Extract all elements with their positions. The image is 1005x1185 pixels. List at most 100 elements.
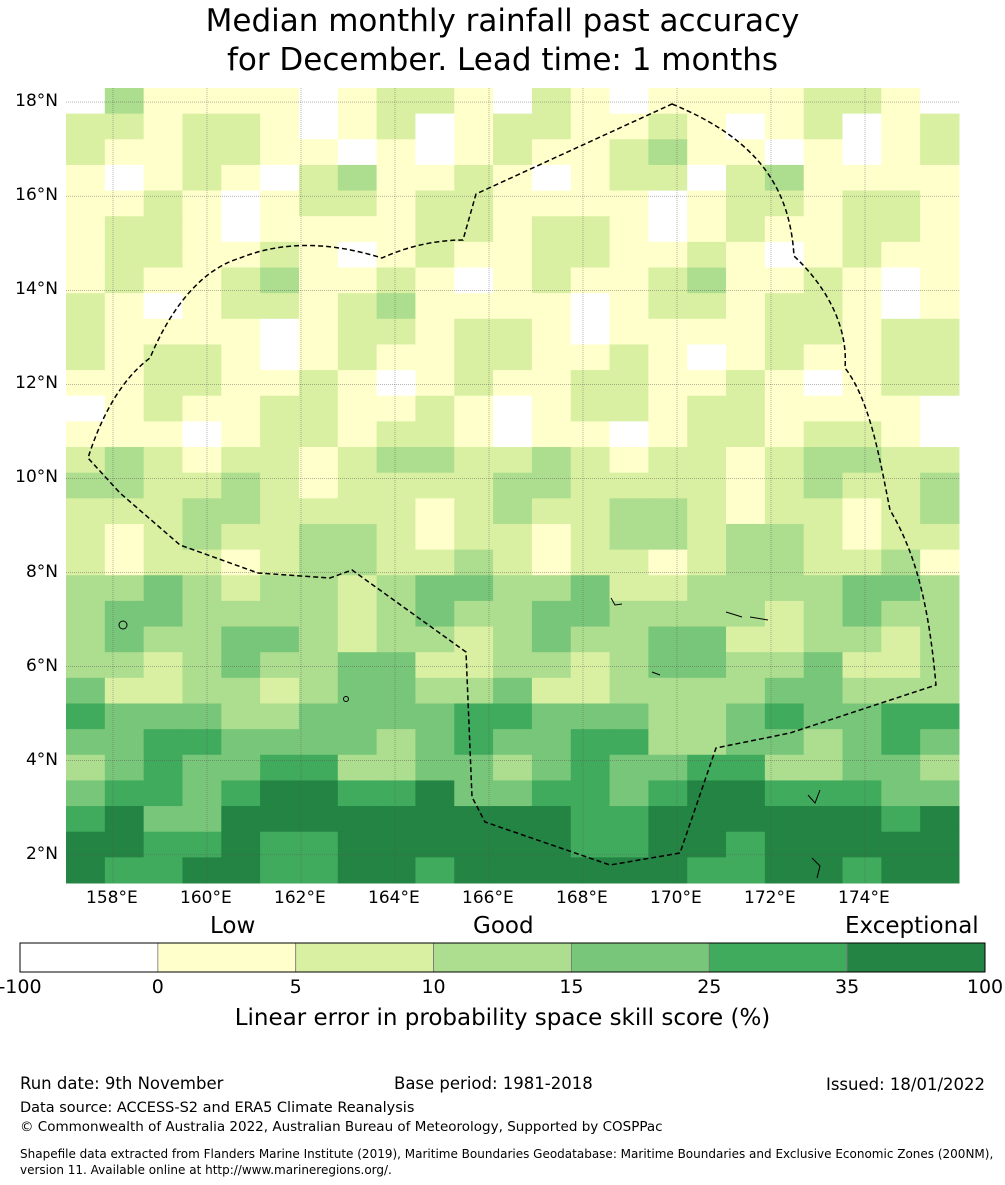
lat-label: 18°N <box>15 91 58 112</box>
skill-cell <box>648 626 688 653</box>
skill-cell <box>260 575 300 602</box>
skill-cell <box>570 370 611 397</box>
skill-cell <box>609 575 649 602</box>
skill-cell <box>570 190 611 217</box>
skill-cell <box>376 831 416 858</box>
skill-cell <box>726 523 766 551</box>
skill-cell <box>493 344 533 371</box>
skill-cell <box>337 113 378 140</box>
skill-cell <box>803 575 844 602</box>
skill-cell <box>726 575 766 602</box>
skill-cell <box>531 421 572 448</box>
lon-label: 162°E <box>274 888 326 908</box>
colorbar-title: Linear error in probability space skill … <box>234 1005 771 1031</box>
skill-cell <box>337 523 378 551</box>
skill-cell <box>920 831 960 858</box>
skill-cell <box>104 626 145 653</box>
skill-cell <box>803 447 844 474</box>
skill-cell <box>493 395 533 422</box>
skill-cell <box>376 344 416 371</box>
skill-cell <box>143 88 183 115</box>
skill-cell <box>920 447 960 474</box>
skill-cell <box>143 831 183 858</box>
skill-cell <box>648 88 688 115</box>
islands <box>118 597 821 879</box>
lon-label: 158°E <box>86 888 138 908</box>
skill-cell <box>609 780 649 807</box>
skill-cell <box>609 549 649 576</box>
skill-cell <box>182 831 222 858</box>
skill-cell <box>376 677 416 704</box>
skill-cell <box>415 523 455 551</box>
skill-cell <box>842 472 882 499</box>
skill-cell <box>493 575 533 602</box>
skill-cell <box>415 344 455 371</box>
skill-cell <box>687 421 727 448</box>
skill-cell <box>415 626 455 653</box>
skill-cell <box>920 549 960 576</box>
skill-cell <box>298 113 339 140</box>
skill-cell <box>104 652 145 679</box>
skill-cell <box>66 498 106 525</box>
skill-cell <box>803 857 844 884</box>
lat-label: 14°N <box>15 279 58 300</box>
colorbar-segment <box>157 942 297 973</box>
skill-cell <box>182 472 222 499</box>
skill-cell <box>920 754 960 781</box>
skill-cell <box>803 806 844 833</box>
skill-cell <box>104 729 145 756</box>
skill-cell <box>570 318 611 345</box>
colorbar-segment <box>433 942 572 973</box>
skill-cell <box>415 703 455 730</box>
skill-cell <box>609 472 649 499</box>
title-line-2: for December. Lead time: 1 months <box>226 42 779 78</box>
skill-cell <box>726 241 766 269</box>
skill-cell <box>648 395 688 422</box>
skill-cell <box>298 216 339 243</box>
skill-cell <box>66 318 106 345</box>
skill-cell <box>143 267 183 294</box>
skill-cell <box>221 729 261 756</box>
skill-cell <box>454 344 494 371</box>
skill-cell <box>881 395 921 422</box>
skill-cell <box>143 549 183 576</box>
lat-label: 8°N <box>25 561 58 582</box>
lon-label: 168°E <box>556 888 608 908</box>
skill-cell <box>221 293 261 320</box>
skill-cell <box>143 190 183 217</box>
skill-cell <box>415 754 455 781</box>
skill-cell <box>570 395 611 422</box>
skill-cell <box>726 293 766 320</box>
skill-cell <box>493 498 533 525</box>
skill-cell <box>415 549 455 576</box>
skill-cell <box>881 318 921 345</box>
data-source: Data source: ACCESS-S2 and ERA5 Climate … <box>20 1100 415 1116</box>
colorbar <box>19 942 986 973</box>
skill-cell <box>104 806 145 833</box>
skill-cell <box>842 703 882 730</box>
skill-cell <box>66 677 106 704</box>
category-low: Low <box>210 913 256 939</box>
skill-cell <box>376 780 416 807</box>
skill-cell <box>570 754 611 781</box>
skill-cell <box>337 677 378 704</box>
skill-cell <box>415 729 455 756</box>
skill-cell <box>143 447 183 474</box>
skill-cell <box>803 216 844 243</box>
skill-cell <box>803 472 844 499</box>
skill-cell <box>881 216 921 243</box>
skill-cell <box>454 318 494 345</box>
skill-cell <box>298 575 339 602</box>
skill-cell <box>454 575 494 602</box>
skill-cell <box>570 139 611 166</box>
skill-cell <box>531 88 572 115</box>
skill-cell <box>531 447 572 474</box>
lon-label: 170°E <box>650 888 702 908</box>
skill-cell <box>415 780 455 807</box>
skill-cell <box>570 267 611 294</box>
skill-cell <box>570 523 611 551</box>
skill-cell <box>764 806 805 833</box>
skill-cell <box>143 344 183 371</box>
skill-cell <box>493 164 533 192</box>
skill-cell <box>881 190 921 217</box>
